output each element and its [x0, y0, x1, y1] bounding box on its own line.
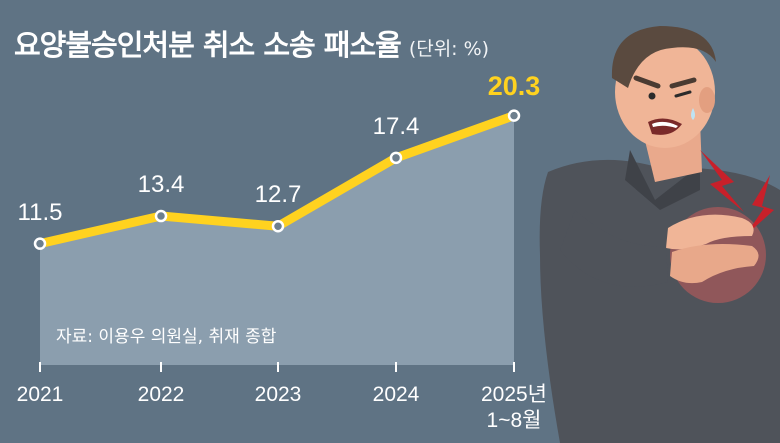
x-tick-label-4: 2025년 1~8월	[459, 382, 569, 434]
data-label-4: 20.3	[487, 70, 541, 101]
data-point-1	[154, 209, 168, 223]
x-tick-label-3-line-0: 2024	[372, 383, 420, 406]
chart-title-text: 요양불승인처분 취소 소송 패소율	[14, 28, 402, 62]
figure-hand-upper	[666, 214, 754, 250]
data-point-0	[33, 237, 47, 250]
data-label-0: 11.5	[17, 198, 63, 226]
source-note: 자료: 이용우 의원실, 취재 종합	[56, 327, 277, 347]
figure-sleeve	[560, 210, 668, 287]
chart-dot-layer	[33, 109, 521, 250]
x-tick-label-4-line-0: 2025년	[480, 383, 548, 406]
figure-eye-squint	[674, 90, 692, 98]
x-tick-label-3: 2024	[341, 382, 451, 408]
figure-pain-bolt	[700, 150, 744, 212]
data-point-2	[271, 219, 285, 233]
x-tick-label-4-line-1: 1~8월	[486, 409, 542, 432]
x-tick-mark-layer	[39, 362, 515, 372]
data-label-2: 12.7	[254, 181, 302, 209]
data-point-4	[507, 109, 521, 122]
data-label-1: 13.4	[137, 171, 185, 199]
figure-eye	[648, 92, 656, 100]
figure-ear	[699, 87, 715, 113]
x-tick-label-1-line-0: 2022	[137, 383, 185, 406]
x-tick-label-2: 2023	[223, 382, 333, 408]
x-tick-label-0: 2021	[0, 382, 95, 408]
figure-mouth	[648, 118, 682, 135]
figure-teeth	[652, 121, 678, 128]
figure-hair	[611, 26, 716, 88]
figure-pain-bolt	[745, 175, 774, 236]
figure-collar	[625, 150, 700, 210]
man-clutching-chest-illustration	[539, 26, 780, 443]
x-tick-label-1: 2022	[106, 382, 216, 408]
x-tick-label-2-line-0: 2023	[254, 383, 302, 406]
data-point-3	[389, 151, 403, 165]
data-label-3: 17.4	[372, 112, 420, 140]
figure-eyebrow-left	[633, 75, 661, 89]
figure-hand-lower	[670, 244, 759, 284]
chart-title: 요양불승인처분 취소 소송 패소율 (단위: %)	[14, 22, 489, 64]
chart-area-fill	[40, 115, 514, 365]
x-tick-label-0-line-0: 2021	[16, 383, 64, 406]
figure-tear	[691, 108, 695, 120]
figure-eyebrow-right	[669, 77, 697, 89]
chart-area-layer	[40, 115, 514, 365]
chart-unit-label: (단위: %)	[408, 38, 490, 60]
